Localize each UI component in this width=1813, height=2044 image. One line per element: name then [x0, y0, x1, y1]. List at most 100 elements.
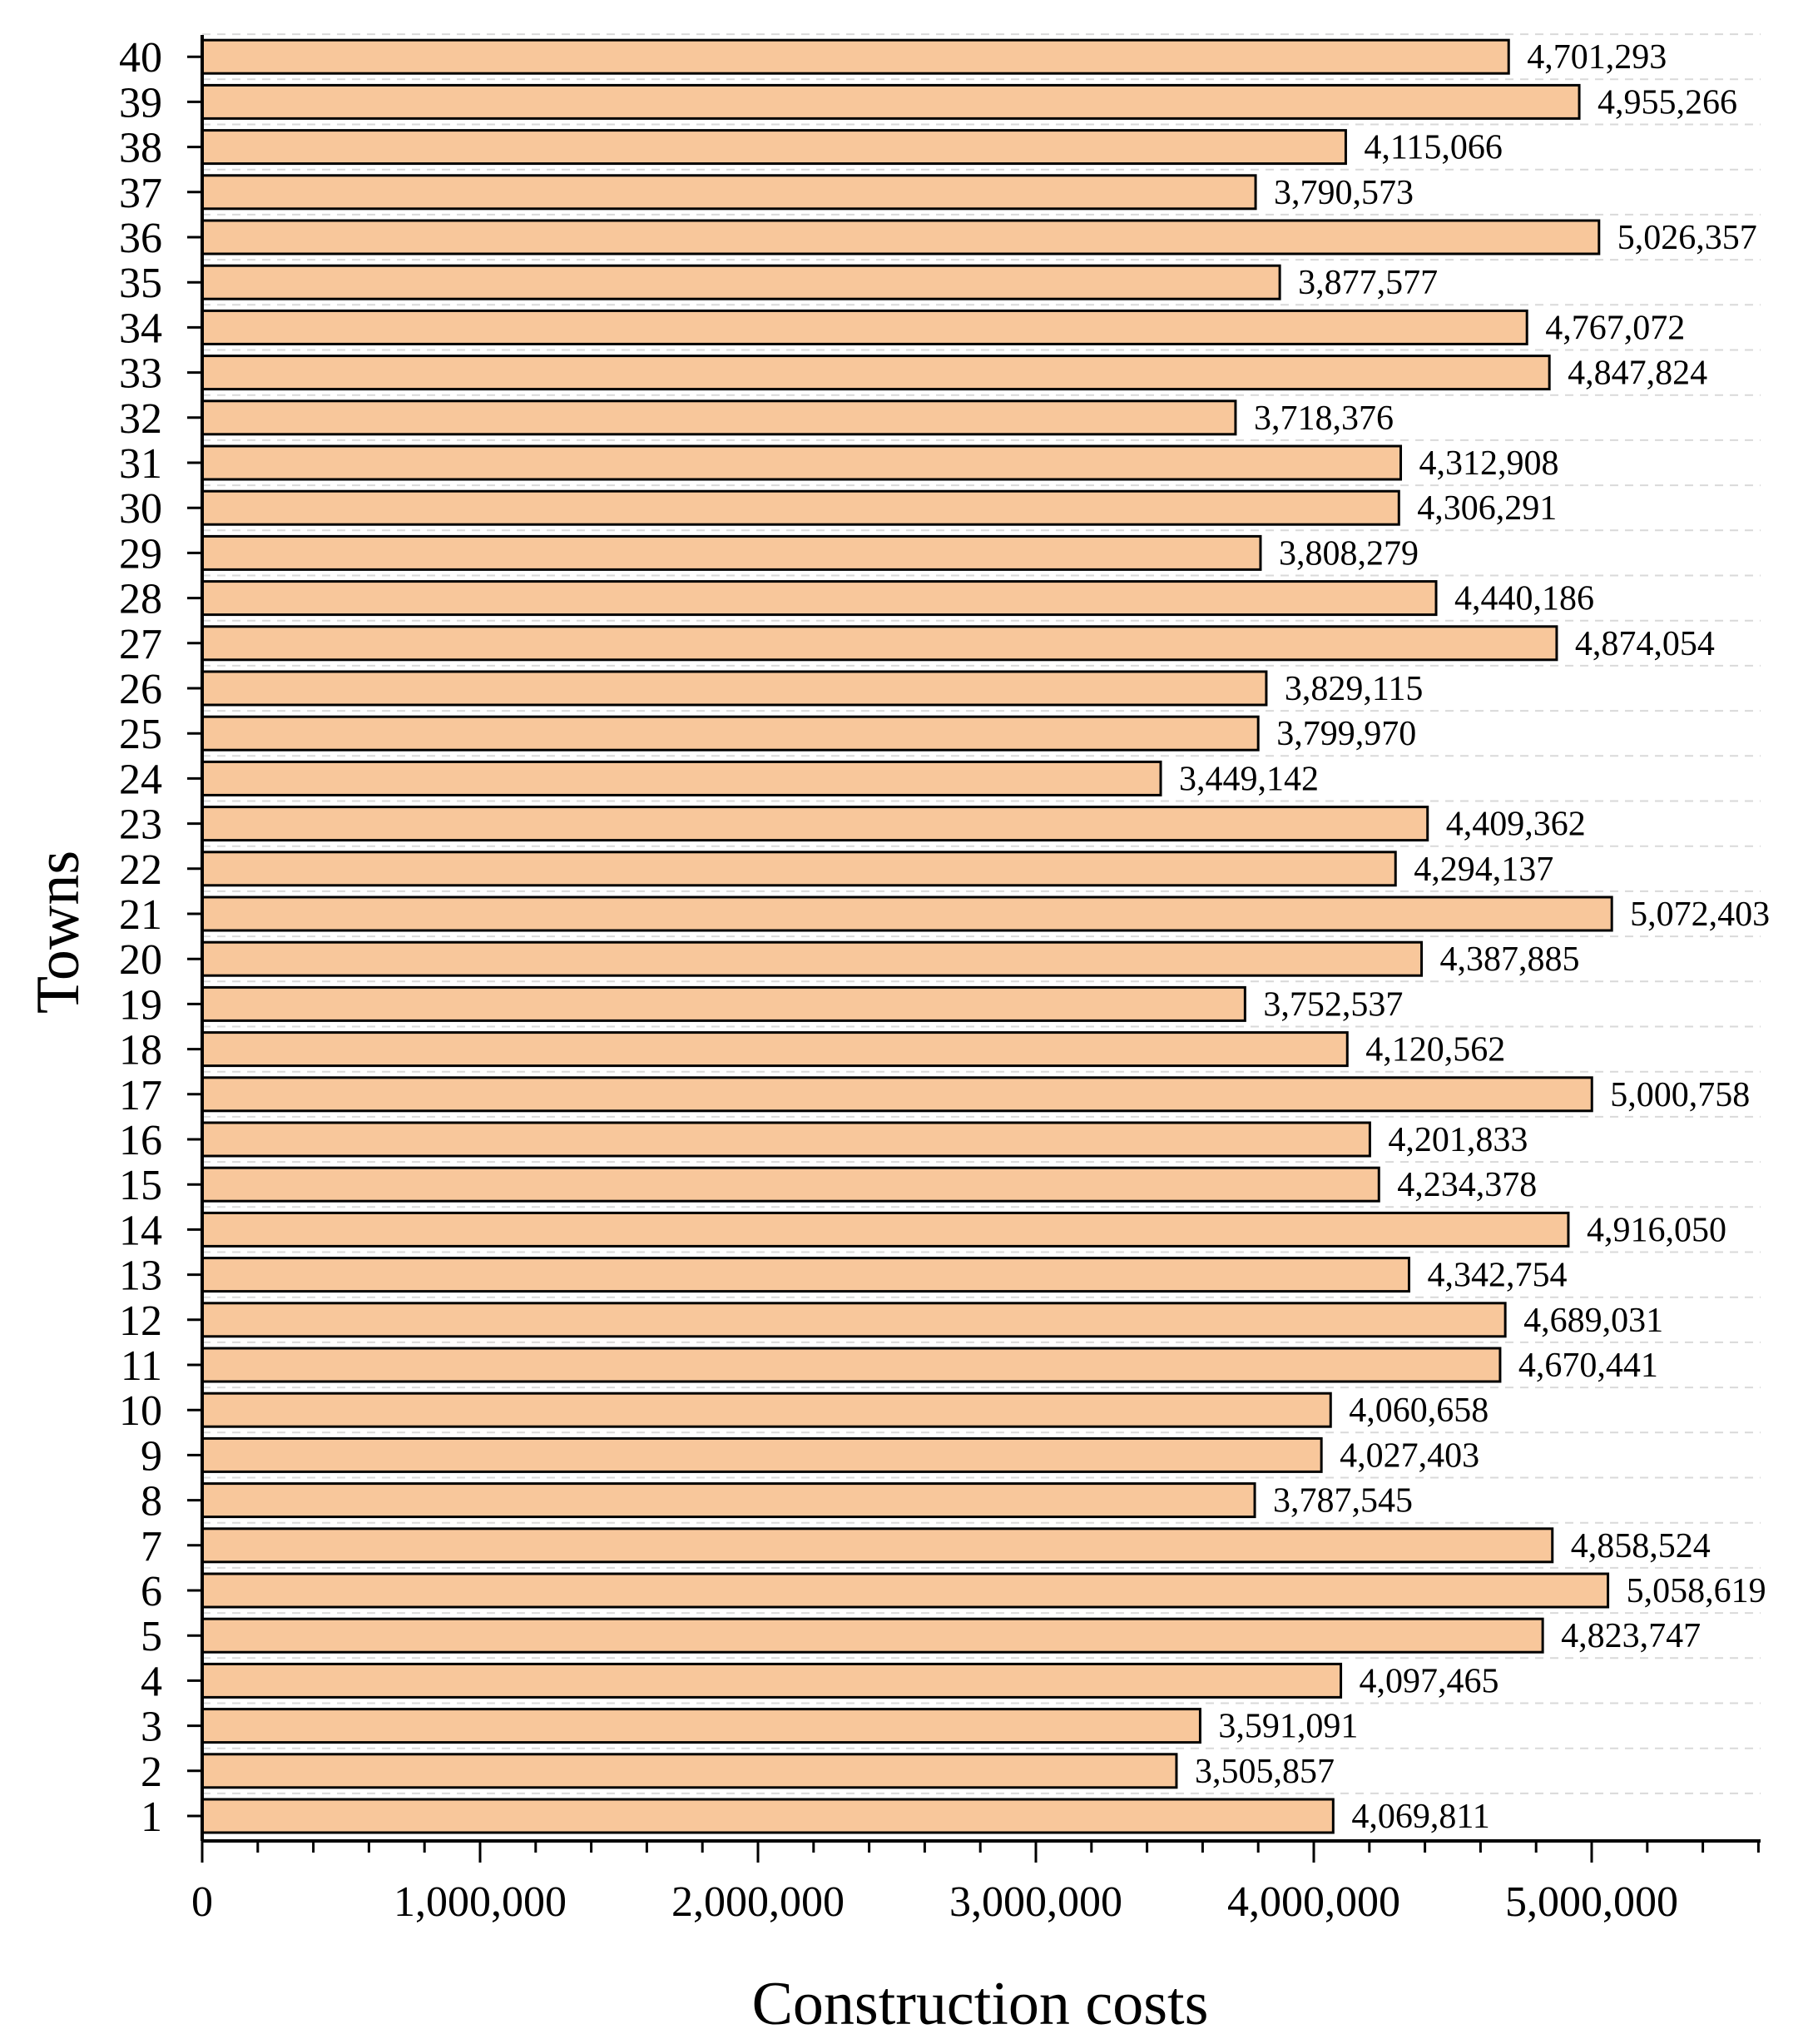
value-label-town-9: 4,027,403 [1340, 1436, 1479, 1475]
value-label-town-1: 4,069,811 [1351, 1798, 1489, 1836]
bar-town-17 [201, 1076, 1593, 1113]
bar-town-6 [201, 1572, 1610, 1609]
bar-town-32 [201, 399, 1237, 436]
y-tick-label: 27 [119, 621, 162, 668]
bar-town-35 [201, 264, 1281, 300]
bar-town-39 [201, 83, 1581, 120]
y-tick-label: 38 [119, 125, 162, 172]
bar-town-15 [201, 1166, 1380, 1203]
bar-town-22 [201, 851, 1397, 887]
y-tick-label: 39 [119, 79, 162, 127]
bar-town-26 [201, 670, 1268, 707]
x-tick-labels: 0 1,000,000 2,000,000 3,000,000 4,000,000 5,0… [191, 1878, 1678, 1926]
bar-town-30 [201, 489, 1400, 526]
y-tick-label: 40 [119, 34, 162, 82]
value-label-town-10: 4,060,658 [1349, 1392, 1489, 1430]
y-tick-label: 7 [141, 1523, 162, 1570]
bar-town-1 [201, 1798, 1335, 1834]
value-label-town-23: 4,409,362 [1446, 806, 1586, 844]
value-label-town-11: 4,670,441 [1518, 1347, 1658, 1385]
bar-town-10 [201, 1392, 1332, 1428]
value-label-town-32: 3,718,376 [1254, 399, 1394, 438]
y-tick-label: 14 [119, 1207, 162, 1254]
value-label-town-2: 3,505,857 [1195, 1753, 1335, 1791]
y-tick-label: 18 [119, 1027, 162, 1074]
y-tick-label: 12 [119, 1297, 162, 1345]
y-tick-label: 31 [119, 440, 162, 488]
value-label-town-4: 4,097,465 [1360, 1662, 1499, 1700]
value-label-town-37: 3,790,573 [1274, 174, 1414, 212]
bar-town-13 [201, 1257, 1410, 1293]
y-tick-label: 13 [119, 1253, 162, 1300]
y-tick-label: 6 [141, 1568, 162, 1615]
bar-town-19 [201, 985, 1246, 1022]
y-tick-label: 15 [119, 1162, 162, 1209]
bar-town-27 [201, 625, 1558, 662]
bar-town-24 [201, 760, 1162, 796]
y-tick-label: 16 [119, 1117, 162, 1164]
bar-town-28 [201, 580, 1438, 617]
y-tick-label: 28 [119, 576, 162, 623]
bar-town-16 [201, 1121, 1371, 1158]
bar-town-3 [201, 1708, 1201, 1744]
bar-town-36 [201, 219, 1601, 256]
y-tick-label: 25 [119, 711, 162, 758]
bar-town-5 [201, 1617, 1544, 1654]
bars [201, 38, 1613, 1834]
y-tick-label: 24 [119, 756, 162, 803]
value-label-town-3: 3,591,091 [1218, 1708, 1358, 1746]
bar-town-33 [201, 355, 1551, 391]
value-label-town-30: 4,306,291 [1417, 489, 1557, 528]
bar-town-34 [201, 309, 1528, 345]
value-label-town-29: 3,808,279 [1279, 534, 1419, 573]
x-tick-label: 3,000,000 [949, 1878, 1122, 1926]
value-label-town-17: 5,000,758 [1610, 1076, 1750, 1114]
value-label-town-16: 4,201,833 [1388, 1121, 1528, 1159]
y-axis-title: Towns [24, 851, 92, 1014]
y-tick-label: 32 [119, 395, 162, 443]
y-tick-label: 21 [119, 891, 162, 939]
x-tick-label: 1,000,000 [394, 1878, 567, 1926]
value-label-town-24: 3,449,142 [1179, 760, 1319, 798]
y-tick-label: 34 [119, 305, 162, 352]
value-label-town-26: 3,829,115 [1285, 670, 1423, 708]
grid-lines [202, 33, 1761, 1794]
bar-town-9 [201, 1436, 1323, 1473]
y-tick-label: 23 [119, 801, 162, 849]
value-label-town-14: 4,916,050 [1587, 1211, 1726, 1249]
bar-town-29 [201, 534, 1262, 571]
value-label-town-33: 4,847,824 [1568, 355, 1707, 393]
bar-town-25 [201, 715, 1260, 752]
y-tick-label: 11 [121, 1342, 162, 1390]
y-tick-label: 29 [119, 530, 162, 578]
bar-town-4 [201, 1662, 1343, 1699]
bar-town-18 [201, 1031, 1349, 1068]
bar-town-12 [201, 1302, 1507, 1338]
y-tick-label: 37 [119, 170, 162, 217]
x-tick-label: 2,000,000 [671, 1878, 845, 1926]
y-tick-label: 22 [119, 846, 162, 894]
value-label-town-22: 4,294,137 [1414, 851, 1553, 889]
bar-town-37 [201, 174, 1257, 211]
value-label-town-5: 4,823,747 [1561, 1617, 1701, 1655]
value-label-town-20: 4,387,885 [1440, 940, 1580, 979]
bar-town-20 [201, 940, 1424, 977]
y-tick-label: 10 [119, 1387, 162, 1435]
value-label-town-38: 4,115,066 [1364, 129, 1502, 167]
value-label-town-18: 4,120,562 [1365, 1031, 1505, 1069]
value-label-town-19: 3,752,537 [1263, 985, 1403, 1024]
value-label-town-12: 4,689,031 [1523, 1302, 1663, 1340]
axes [187, 35, 1761, 1863]
value-label-town-13: 4,342,754 [1427, 1257, 1567, 1295]
bar-town-14 [201, 1211, 1570, 1248]
bar-town-8 [201, 1482, 1256, 1519]
y-tick-label: 5 [141, 1613, 162, 1660]
y-tick-label: 33 [119, 350, 162, 398]
value-label-town-39: 4,955,266 [1598, 83, 1737, 122]
y-tick-label: 36 [119, 215, 162, 262]
y-tick-label: 9 [141, 1432, 162, 1480]
y-tick-label: 1 [141, 1793, 162, 1841]
value-label-town-21: 5,072,403 [1630, 895, 1770, 934]
